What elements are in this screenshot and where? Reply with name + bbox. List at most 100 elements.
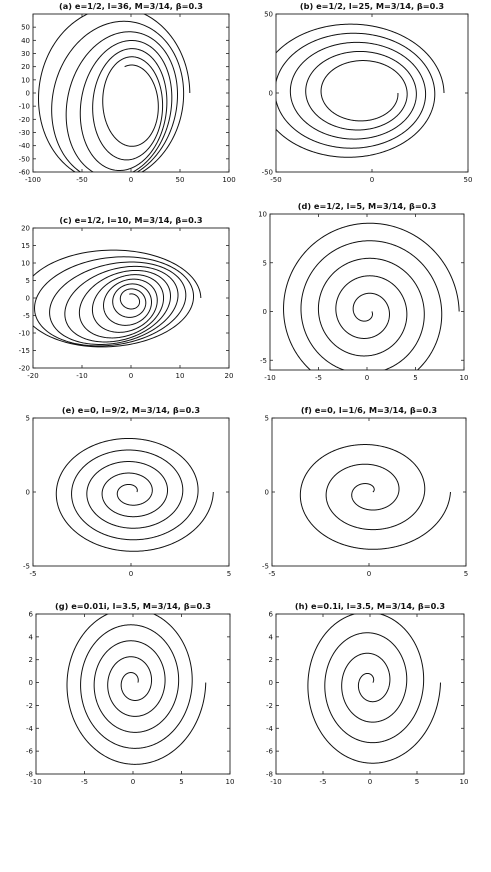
y-tick-label: 10 (21, 260, 30, 268)
y-tick-label: 40 (21, 37, 30, 45)
x-tick-label: -50 (270, 176, 281, 184)
subplot-b: (b) e=1/2, l=25, M=3/14, β=0.3 -50 0 50 -50 0… (262, 1, 473, 184)
subplot-title: (c) e=1/2, l=10, M=3/14, β=0.3 (59, 215, 203, 225)
x-tick-label: -5 (315, 374, 322, 382)
y-tick-label: -50 (262, 169, 273, 177)
y-tick-label: 5 (263, 259, 267, 267)
x-tick-label: -5 (30, 570, 37, 578)
trajectory-curve (283, 222, 460, 370)
subplot-d: (d) e=1/2, l=5, M=3/14, β=0.3 -10 -5 0 5 10 -5… (258, 201, 469, 382)
plot-frame (35, 613, 231, 775)
x-tick-label: -5 (269, 570, 276, 578)
subplot-f: (f) e=0, l=1/6, M=3/14, β=0.3 -5 0 5 -5 0 5 (262, 405, 468, 578)
subplot-g: (g) e=0.01i, l=3.5, M=3/14, β=0.3 -10 -5 0 5… (26, 601, 234, 786)
y-tick-label: 5 (26, 415, 30, 423)
x-tick-label: 5 (415, 778, 419, 786)
trajectory-curve (33, 249, 202, 348)
subplot-c: (c) e=1/2, l=10, M=3/14, β=0.3 -20 -10 0 10 2… (19, 215, 234, 380)
subplot-e: (e) e=0, l=9/2, M=3/14, β=0.3 -5 0 5 -5 0 5 (23, 405, 231, 578)
x-tick-label: 10 (176, 372, 185, 380)
x-tick-label: 0 (365, 374, 369, 382)
x-tick-label: -10 (30, 778, 41, 786)
y-tick-label: 30 (21, 50, 30, 58)
x-tick-label: 0 (370, 176, 374, 184)
y-tick-label: 4 (29, 633, 34, 641)
y-tick-label: 20 (21, 225, 30, 233)
x-tick-label: 50 (176, 176, 185, 184)
y-tick-label: -20 (19, 116, 30, 124)
subplot-title: (b) e=1/2, l=25, M=3/14, β=0.3 (300, 1, 445, 11)
x-tick-label: -100 (25, 176, 41, 184)
plot-frame (32, 13, 230, 173)
plot-frame (271, 417, 467, 567)
y-tick-label: 6 (29, 611, 34, 619)
x-tick-label: 0 (367, 570, 371, 578)
trajectory-curve (55, 437, 214, 552)
y-tick-label: 4 (269, 633, 274, 641)
x-tick-label: -20 (27, 372, 38, 380)
x-tick-label: 5 (413, 374, 417, 382)
y-tick-label: 0 (269, 679, 273, 687)
x-tick-label: 0 (129, 176, 133, 184)
plot-frame (275, 613, 465, 775)
x-tick-label: 50 (464, 176, 473, 184)
trajectory-curve (276, 23, 445, 158)
y-tick-label: -6 (266, 748, 274, 756)
y-tick-label: -50 (19, 155, 30, 163)
x-tick-label: 0 (131, 778, 135, 786)
plot-frame (32, 227, 230, 369)
y-tick-label: 10 (258, 211, 267, 219)
y-tick-label: 5 (265, 415, 269, 423)
y-tick-label: 2 (29, 656, 33, 664)
y-tick-label: 50 (21, 24, 30, 32)
x-tick-label: -5 (81, 778, 88, 786)
y-tick-label: 0 (265, 489, 269, 497)
x-tick-label: -5 (320, 778, 327, 786)
y-tick-label: -5 (23, 312, 30, 320)
trajectory-curve (66, 614, 207, 765)
x-tick-label: 20 (225, 372, 234, 380)
subplot-title: (f) e=0, l=1/6, M=3/14, β=0.3 (301, 405, 438, 415)
x-tick-label: 10 (460, 778, 469, 786)
x-tick-label: 100 (222, 176, 235, 184)
y-tick-label: -6 (26, 748, 34, 756)
x-tick-label: 0 (368, 778, 372, 786)
y-tick-label: 0 (26, 295, 30, 303)
subplot-title: (g) e=0.01i, l=3.5, M=3/14, β=0.3 (55, 601, 211, 611)
trajectory-curve (307, 614, 441, 764)
subplot-h: (h) e=0.1i, l=3.5, M=3/14, β=0.3 -10 -5 0 5 1… (266, 601, 468, 786)
subplot-title: (d) e=1/2, l=5, M=3/14, β=0.3 (298, 201, 437, 211)
y-tick-label: -10 (19, 103, 30, 111)
y-tick-label: 2 (269, 656, 273, 664)
x-tick-label: 5 (227, 570, 231, 578)
x-tick-label: 10 (460, 374, 469, 382)
y-tick-label: -4 (266, 725, 274, 733)
y-tick-label: 15 (21, 242, 30, 250)
x-tick-label: -10 (264, 374, 275, 382)
y-tick-label: -8 (26, 771, 33, 779)
subplot-a: (a) e=1/2, l=36, M=3/14, β=0.3-100 -50 0 50… (19, 1, 236, 184)
y-tick-label: -5 (260, 357, 267, 365)
y-tick-label: -8 (266, 771, 273, 779)
subplot-title: (a) e=1/2, l=36, M=3/14, β=0.3 (59, 1, 203, 11)
y-tick-label: -10 (19, 330, 30, 338)
x-tick-label: 0 (129, 372, 133, 380)
y-tick-label: -40 (19, 142, 30, 150)
x-tick-label: 0 (129, 570, 133, 578)
y-tick-label: -20 (19, 365, 30, 373)
x-tick-label: 5 (179, 778, 183, 786)
plot-frame (32, 417, 230, 567)
y-tick-label: 6 (269, 611, 274, 619)
y-tick-label: 0 (263, 308, 267, 316)
y-tick-label: 10 (21, 76, 30, 84)
y-tick-label: 0 (26, 90, 30, 98)
subplot-title: (h) e=0.1i, l=3.5, M=3/14, β=0.3 (295, 601, 446, 611)
y-tick-label: 20 (21, 63, 30, 71)
y-tick-label: 0 (26, 489, 30, 497)
subplot-title: (e) e=0, l=9/2, M=3/14, β=0.3 (62, 405, 201, 415)
trajectory-curve (38, 14, 191, 172)
x-tick-label: -10 (270, 778, 281, 786)
y-tick-label: -2 (266, 702, 273, 710)
y-tick-label: 0 (29, 679, 33, 687)
